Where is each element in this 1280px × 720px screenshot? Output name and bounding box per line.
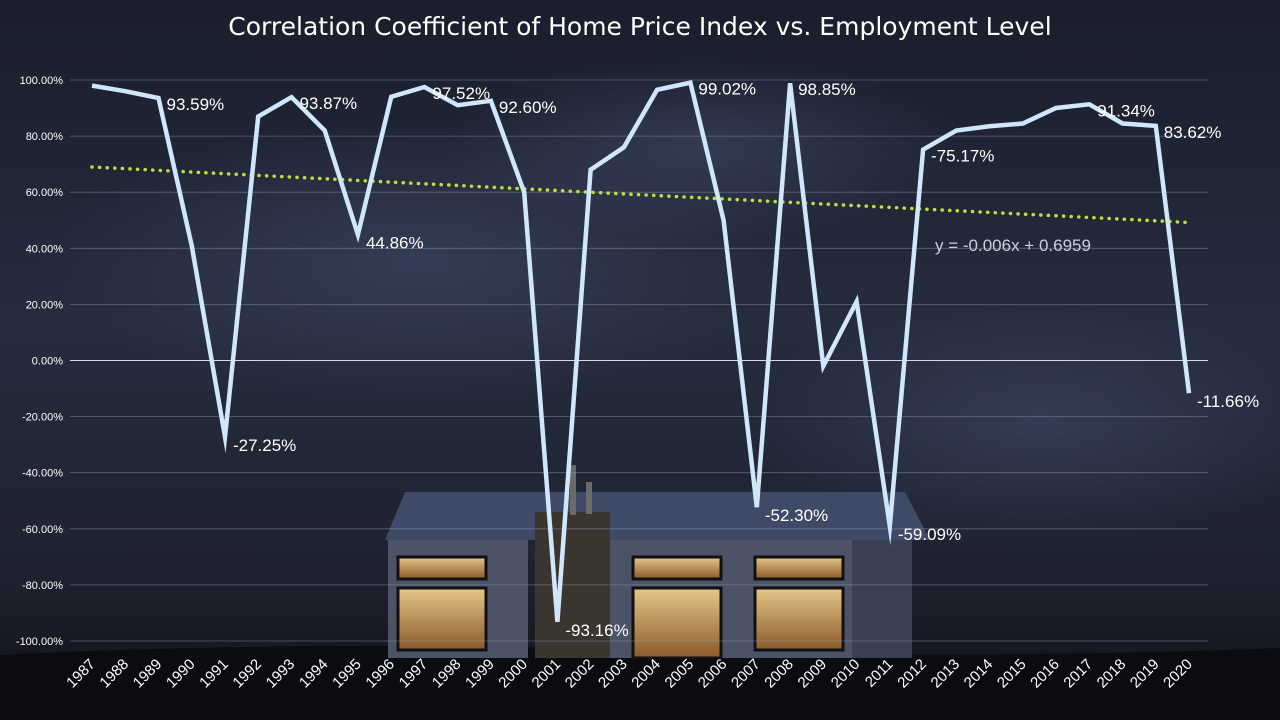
x-tick-label: 2017 — [1060, 656, 1096, 692]
x-tick-label: 1995 — [329, 656, 365, 692]
x-tick-label: 2001 — [529, 656, 565, 692]
data-labels: 93.59% -27.25% 93.87% 44.86% 97.52% 92.60% -93… — [166, 80, 1259, 640]
x-tick-label: 2013 — [928, 656, 964, 692]
x-tick-label: 2011 — [862, 656, 897, 691]
x-tick-label: 2015 — [994, 656, 1030, 692]
data-label: -11.66% — [1197, 392, 1259, 411]
trendline-equation: y = -0.006x + 0.6959 — [935, 236, 1091, 255]
x-tick-label: 2005 — [662, 656, 698, 692]
gridlines — [70, 79, 1208, 642]
y-axis: 100.00% 80.00% 60.00% 40.00% 20.00% 0.00% -20.… — [16, 75, 63, 648]
x-tick-label: 2004 — [628, 656, 664, 692]
data-label: 44.86% — [366, 234, 424, 253]
x-tick-label: 2003 — [595, 656, 631, 692]
y-tick-label: 60.00% — [26, 187, 64, 199]
x-tick-label: 1997 — [396, 656, 432, 692]
x-tick-label: 2020 — [1160, 656, 1196, 692]
data-label: 92.60% — [499, 98, 557, 117]
trendline: y = -0.006x + 0.6959 — [90, 165, 1191, 255]
y-tick-label: -100.00% — [16, 636, 63, 648]
x-tick-label: 1992 — [229, 656, 265, 692]
data-label: -59.09% — [898, 525, 961, 544]
series-line — [91, 80, 1192, 622]
x-tick-label: 2000 — [495, 656, 531, 692]
x-tick-label: 1991 — [196, 656, 232, 692]
data-label: -93.16% — [565, 621, 628, 640]
y-tick-label: -20.00% — [22, 412, 63, 424]
y-tick-label: -60.00% — [22, 524, 63, 536]
x-tick-label: 2014 — [961, 656, 997, 692]
x-tick-label: 1999 — [462, 656, 498, 692]
x-tick-label: 2002 — [562, 656, 598, 692]
x-tick-label: 1993 — [263, 656, 299, 692]
chart-title: Correlation Coefficient of Home Price In… — [228, 12, 1052, 41]
x-tick-label: 2010 — [828, 656, 864, 692]
data-label: -52.30% — [765, 506, 828, 525]
x-tick-label: 1987 — [63, 656, 99, 692]
x-tick-label: 1998 — [429, 656, 465, 692]
x-tick-label: 2012 — [894, 656, 930, 692]
data-label: 98.85% — [798, 80, 856, 99]
data-label: 93.59% — [166, 95, 224, 114]
data-label: -27.25% — [233, 436, 296, 455]
y-tick-label: 100.00% — [20, 75, 64, 87]
data-label: 99.02% — [698, 80, 756, 99]
y-tick-label: 40.00% — [26, 243, 64, 255]
series — [91, 80, 1192, 622]
trendline-dotted — [90, 165, 1191, 225]
x-tick-label: 1996 — [362, 656, 398, 692]
x-tick-label: 2019 — [1127, 656, 1163, 692]
data-label: 97.52% — [432, 84, 490, 103]
x-tick-label: 1994 — [296, 656, 332, 692]
x-tick-label: 2016 — [1027, 656, 1063, 692]
x-tick-label: 2006 — [695, 656, 731, 692]
house-illustration — [385, 465, 930, 660]
x-tick-label: 2009 — [795, 656, 831, 692]
x-tick-label: 2007 — [728, 656, 764, 692]
x-tick-label: 2008 — [761, 656, 797, 692]
y-tick-label: -40.00% — [22, 468, 63, 480]
x-tick-label: 2018 — [1094, 656, 1130, 692]
x-tick-label: 1990 — [163, 656, 199, 692]
data-label: 91.34% — [1097, 101, 1155, 120]
y-tick-label: 20.00% — [26, 299, 64, 311]
data-label: 93.87% — [299, 94, 357, 113]
data-label: 83.62% — [1164, 123, 1222, 142]
x-tick-label: 1989 — [130, 656, 166, 692]
x-axis: 1987198819891990199119921993199419951996… — [63, 656, 1196, 692]
y-tick-label: -80.00% — [22, 580, 63, 592]
y-tick-label: 80.00% — [26, 131, 64, 143]
x-tick-label: 1988 — [96, 656, 132, 692]
y-tick-label: 0.00% — [32, 356, 63, 368]
data-label: -75.17% — [931, 147, 994, 166]
